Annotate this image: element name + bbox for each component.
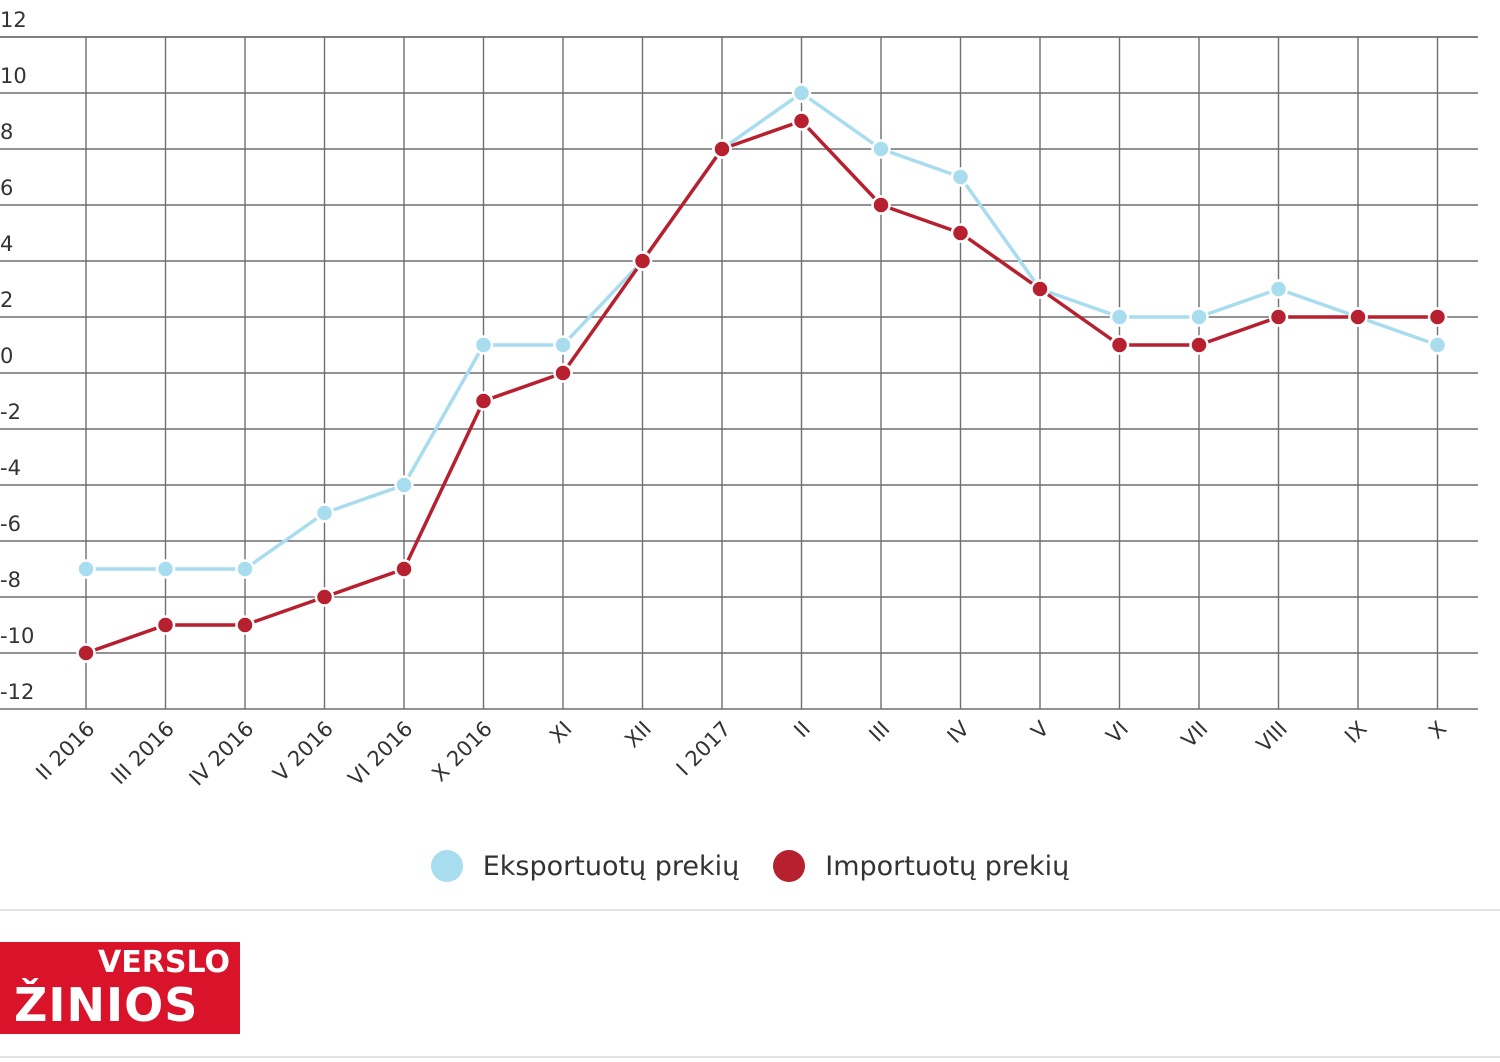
y-tick-label: -6 [0, 512, 21, 536]
series-point-1 [1427, 307, 1448, 327]
logo-text-top: VERSLO [98, 945, 230, 980]
series-point-0 [1109, 307, 1130, 327]
y-tick-label: 12 [0, 8, 27, 32]
x-tick-label: II 2016 [31, 717, 99, 785]
y-tick-label: -2 [0, 400, 21, 424]
chart-series [76, 83, 1448, 663]
y-tick-label: 10 [0, 64, 27, 88]
x-tick-label: X 2016 [427, 717, 497, 787]
bottom-divider [0, 1056, 1500, 1058]
y-tick-label: -4 [0, 456, 21, 480]
series-point-0 [1189, 307, 1209, 327]
series-point-0 [553, 335, 573, 355]
x-tick-label: I 2017 [672, 717, 736, 781]
legend-swatch-export [430, 850, 463, 882]
y-tick-label: 2 [0, 288, 13, 312]
series-point-1 [155, 615, 176, 635]
x-tick-label: X [1424, 717, 1451, 744]
series-point-0 [791, 83, 812, 103]
chart-grid [0, 36, 1478, 710]
y-tick-label: -8 [0, 568, 21, 592]
series-point-1 [1189, 335, 1209, 355]
x-tick-label: V 2016 [268, 717, 338, 787]
series-point-1 [871, 195, 891, 215]
series-point-0 [950, 167, 971, 187]
series-point-0 [155, 559, 176, 579]
series-point-0 [394, 475, 414, 495]
series-point-1 [712, 139, 732, 159]
series-point-0 [235, 559, 255, 579]
series-point-0 [76, 559, 96, 579]
series-point-1 [1268, 307, 1289, 327]
series-point-1 [950, 223, 971, 243]
series-point-1 [76, 643, 96, 663]
series-point-0 [871, 139, 891, 159]
x-tick-label: XI [545, 717, 577, 749]
series-line-0 [86, 91, 1439, 571]
x-tick-label: II [789, 717, 815, 743]
series-point-0 [1427, 335, 1448, 355]
series-point-0 [473, 335, 494, 355]
series-line-1 [85, 119, 1438, 655]
series-point-0 [314, 503, 335, 523]
y-tick-label: 0 [0, 344, 13, 368]
series-point-1 [473, 391, 494, 411]
y-tick-label: -10 [0, 624, 34, 648]
x-tick-label: III [864, 717, 894, 747]
series-point-1 [553, 363, 573, 383]
y-tick-label: 6 [0, 176, 13, 200]
chart-legend: Eksportuotų prekių Importuotų prekių [0, 850, 1500, 882]
x-tick-label: VI [1102, 717, 1134, 749]
x-tick-label: IV 2016 [185, 717, 259, 791]
x-tick-label: III 2016 [106, 717, 179, 790]
legend-label-import: Importuotų prekių [825, 850, 1070, 882]
legend-item-import: Importuotų prekių [773, 850, 1069, 882]
y-tick-label: -12 [0, 680, 34, 704]
y-axis-ticks: 12 10 8 6 4 2 0 -2 -4 -6 -8 -10 -12 [0, 8, 34, 704]
legend-label-export: Eksportuotų prekių [482, 850, 740, 882]
y-tick-label: 8 [0, 120, 13, 144]
x-tick-label: VIII [1252, 717, 1292, 757]
x-tick-label: V [1026, 716, 1054, 744]
x-tick-label: XII [620, 717, 656, 753]
series-point-1 [1348, 307, 1368, 327]
legend-item-export: Eksportuotų prekių [430, 850, 740, 882]
x-tick-label: VI 2016 [344, 717, 418, 791]
y-tick-label: 4 [0, 232, 13, 256]
x-tick-label: IX [1340, 717, 1372, 749]
series-point-1 [1109, 335, 1130, 355]
series-point-1 [791, 111, 812, 131]
series-point-1 [632, 251, 653, 271]
x-tick-label: IV [943, 716, 975, 748]
series-point-0 [1268, 279, 1289, 299]
x-tick-label: VII [1177, 717, 1213, 753]
legend-swatch-import [773, 850, 806, 882]
logo-text-bottom: ŽINIOS [14, 978, 199, 1032]
series-point-1 [235, 615, 255, 635]
series-point-1 [1030, 279, 1050, 299]
x-axis-ticks: II 2016 III 2016 IV 2016 V 2016 VI 2016 X 201… [31, 716, 1451, 790]
series-point-1 [394, 559, 414, 579]
verslo-zinios-logo: VERSLO ŽINIOS [0, 942, 240, 1034]
footer-divider [0, 909, 1500, 911]
series-point-1 [314, 587, 335, 607]
